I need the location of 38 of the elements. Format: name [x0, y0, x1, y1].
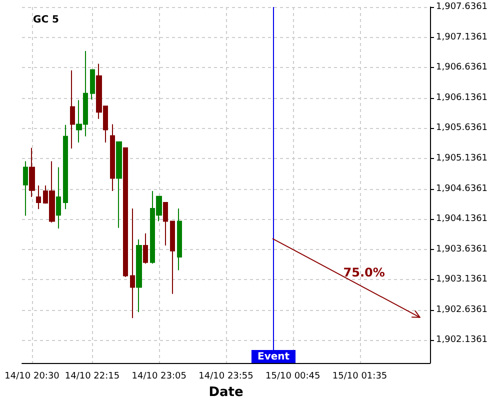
y-tick-label: 1,902.1361: [436, 335, 488, 346]
annotation: Event: [257, 352, 290, 362]
y-tick-label: 1,904.6361: [436, 184, 488, 194]
x-axis-title: Date: [208, 385, 244, 400]
y-tick-label: 1,905.6361: [436, 123, 488, 134]
candlestick: [116, 141, 122, 228]
candlestick: [23, 160, 28, 216]
candlestick: [136, 238, 142, 313]
y-tick-label: 1,903.6361: [436, 244, 488, 254]
y-tick-label: 1,903.1361: [436, 274, 488, 285]
candlestick: [29, 147, 35, 198]
x-tick-label: 14/10 23:55: [198, 372, 254, 382]
y-tick-label: 1,907.1361: [436, 32, 488, 42]
candlestick: [163, 202, 168, 246]
y-tick-label: 1,905.1361: [436, 153, 488, 164]
candlestick: [90, 69, 95, 100]
x-tick-label: 14/10 22:15: [64, 372, 120, 382]
annotation: 75.0%: [343, 266, 385, 280]
candlestick: [70, 70, 75, 150]
candlestick: [170, 220, 175, 294]
candlestick: [177, 208, 182, 271]
candlestick: [63, 124, 68, 210]
x-tick-label: 14/10 23:05: [132, 372, 186, 382]
candlestick: [36, 184, 41, 210]
candlestick: [130, 208, 135, 319]
y-tick-label: 1,906.6361: [436, 62, 488, 73]
x-tick-label: 14/10 20:30: [4, 372, 60, 382]
candlestick: [110, 124, 115, 192]
candlestick: [123, 147, 128, 278]
text: GC 5: [33, 14, 60, 26]
y-tick-label: 1,902.6361: [436, 304, 488, 315]
y-tick-label: 1,906.1361: [436, 92, 488, 103]
candlestick: [56, 166, 61, 230]
x-tick-label: 15/10 00:45: [266, 372, 320, 382]
y-tick-label: 1,907.6361: [436, 2, 488, 12]
y-tick-label: 1,904.1361: [436, 214, 488, 224]
x-tick-label: 15/10 01:35: [332, 372, 388, 382]
candlestick: [143, 232, 148, 264]
